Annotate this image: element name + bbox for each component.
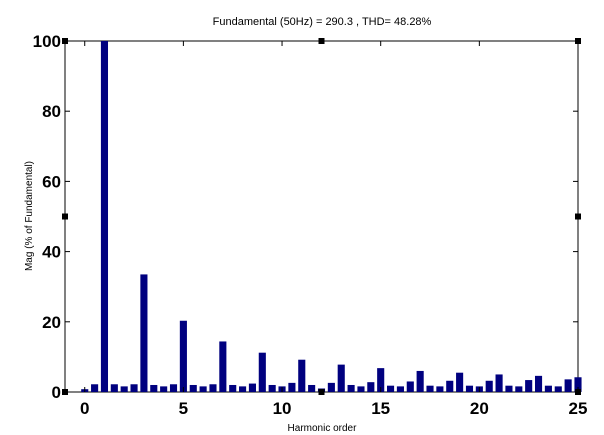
bar [515, 386, 523, 392]
bar [91, 384, 99, 392]
bar [199, 386, 207, 392]
bar [564, 379, 572, 392]
resize-handle[interactable] [62, 38, 68, 44]
x-tick-label: 25 [569, 399, 588, 418]
bar [179, 320, 187, 392]
axes-frame [64, 40, 579, 393]
resize-handle[interactable] [318, 38, 325, 44]
bar [110, 384, 118, 392]
bar [554, 386, 562, 392]
y-tick-label: 40 [42, 243, 61, 262]
y-tick-label: 0 [52, 383, 61, 402]
bar [357, 386, 365, 392]
bar [239, 386, 247, 392]
bar [465, 385, 474, 392]
resize-handle[interactable] [62, 389, 68, 395]
bar [189, 384, 197, 392]
bar [525, 380, 533, 392]
bar [308, 384, 316, 392]
bar [406, 381, 414, 392]
selection-handles [62, 38, 581, 395]
y-tick-label: 60 [42, 172, 61, 191]
x-axis-label: Harmonic order [288, 423, 358, 434]
bar [268, 384, 276, 392]
bar [327, 382, 335, 392]
bar [219, 341, 227, 392]
bar [209, 384, 217, 392]
y-axis-label: Mag (% of Fundamental) [24, 161, 35, 271]
x-tick-label: 0 [80, 399, 89, 418]
bar [534, 375, 543, 392]
bar [495, 374, 503, 392]
bar [436, 386, 444, 392]
bar [150, 384, 158, 392]
bar [396, 386, 404, 392]
x-axis-ticks: 0 5 10 15 20 25 [80, 41, 587, 418]
x-tick-label: 5 [179, 399, 188, 418]
y-tick-label: 20 [42, 313, 61, 332]
bar [120, 386, 128, 392]
bar [377, 368, 385, 392]
x-tick-label: 10 [273, 399, 292, 418]
x-tick-label: 15 [371, 399, 390, 418]
bar [288, 382, 296, 392]
bar [258, 352, 266, 392]
bar [574, 377, 582, 392]
bar [169, 384, 178, 392]
plot-area [64, 40, 579, 393]
bar [229, 384, 237, 392]
x-tick-label: 20 [470, 399, 489, 418]
y-tick-label: 100 [33, 32, 61, 51]
bar [248, 383, 256, 392]
resize-handle[interactable] [575, 389, 581, 395]
bar [485, 380, 493, 392]
bar [446, 380, 454, 392]
y-axis-ticks: 0 20 40 60 80 100 [33, 32, 578, 402]
resize-handle[interactable] [318, 389, 325, 395]
bar [130, 384, 138, 392]
bar [544, 385, 552, 392]
bar [505, 385, 513, 392]
resize-handle[interactable] [575, 213, 581, 220]
bar [140, 274, 148, 392]
bar [347, 384, 355, 392]
bar [426, 385, 434, 392]
bar [416, 370, 424, 392]
bar [367, 382, 375, 392]
resize-handle[interactable] [62, 213, 68, 220]
bar [160, 386, 168, 392]
bar [298, 359, 306, 392]
bar [100, 41, 109, 392]
bar [337, 364, 345, 392]
y-tick-label: 80 [42, 102, 61, 121]
bar [387, 385, 395, 392]
chart-title: Fundamental (50Hz) = 290.3 , THD= 48.28% [213, 16, 432, 28]
bar [456, 372, 464, 392]
resize-handle[interactable] [575, 38, 581, 44]
